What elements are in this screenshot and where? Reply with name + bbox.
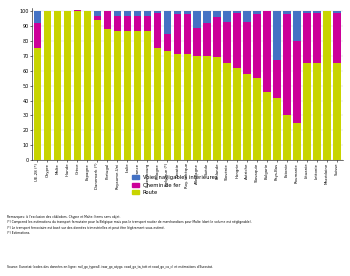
Bar	[223, 11, 231, 22]
Bar	[114, 11, 121, 16]
Bar	[114, 31, 121, 160]
Bar	[253, 11, 261, 14]
Bar	[273, 11, 281, 60]
Bar	[323, 11, 331, 160]
Bar	[134, 16, 141, 31]
Bar	[264, 11, 271, 92]
Bar	[163, 34, 171, 51]
Bar	[313, 11, 321, 13]
Bar	[74, 10, 81, 11]
Bar	[214, 11, 221, 17]
Bar	[114, 16, 121, 31]
Bar	[313, 63, 321, 160]
Bar	[134, 31, 141, 160]
Bar	[333, 13, 341, 63]
Bar	[154, 11, 161, 13]
Bar	[194, 11, 201, 28]
Bar	[233, 68, 241, 160]
Bar	[84, 11, 91, 160]
Bar	[64, 11, 71, 160]
Bar	[253, 14, 261, 78]
Bar	[183, 54, 191, 160]
Bar	[253, 78, 261, 160]
Bar	[333, 63, 341, 160]
Bar	[203, 11, 211, 23]
Bar	[163, 51, 171, 160]
Bar	[273, 98, 281, 160]
Bar	[144, 16, 151, 31]
Bar	[303, 13, 311, 63]
Bar	[284, 115, 291, 160]
Bar	[144, 31, 151, 160]
Bar	[44, 11, 51, 160]
Bar	[34, 11, 41, 23]
Bar	[134, 11, 141, 16]
Bar	[154, 13, 161, 49]
Bar	[124, 16, 131, 31]
Legend: Voies navigables intérieures, Chemin de fer, Route: Voies navigables intérieures, Chemin de …	[132, 174, 218, 195]
Bar	[333, 11, 341, 13]
Bar	[94, 11, 101, 16]
Bar	[303, 63, 311, 160]
Bar	[243, 11, 251, 22]
Bar	[303, 11, 311, 13]
Bar	[163, 11, 171, 34]
Bar	[293, 41, 301, 123]
Bar	[243, 74, 251, 160]
Bar	[203, 56, 211, 160]
Bar	[183, 14, 191, 54]
Bar	[174, 14, 181, 54]
Bar	[183, 11, 191, 14]
Bar	[273, 60, 281, 98]
Bar	[94, 20, 101, 160]
Bar	[233, 11, 241, 13]
Bar	[223, 22, 231, 63]
Bar	[104, 11, 111, 29]
Bar	[124, 11, 131, 16]
Text: Source: Eurostat (codes des données en ligne: rail_go_typeall, iww_go_atygo, roa: Source: Eurostat (codes des données en l…	[7, 265, 213, 269]
Bar	[94, 16, 101, 20]
Bar	[174, 54, 181, 160]
Bar	[174, 11, 181, 14]
Bar	[243, 22, 251, 74]
Bar	[214, 57, 221, 160]
Bar	[284, 11, 291, 14]
Bar	[293, 123, 301, 160]
Bar	[194, 28, 201, 56]
Bar	[284, 14, 291, 115]
Bar	[214, 17, 221, 57]
Bar	[194, 56, 201, 160]
Bar	[144, 11, 151, 16]
Text: Remarques: à l'exclusion des câblodors. Chypre et Malte: Items sans objet.
(*) C: Remarques: à l'exclusion des câblodors. …	[7, 215, 252, 235]
Bar	[54, 11, 61, 160]
Bar	[233, 13, 241, 68]
Bar	[313, 13, 321, 63]
Bar	[34, 23, 41, 49]
Bar	[124, 31, 131, 160]
Bar	[154, 49, 161, 160]
Bar	[74, 11, 81, 160]
Bar	[264, 92, 271, 160]
Bar	[203, 23, 211, 56]
Bar	[34, 49, 41, 160]
Bar	[223, 63, 231, 160]
Bar	[293, 11, 301, 41]
Bar	[104, 29, 111, 160]
